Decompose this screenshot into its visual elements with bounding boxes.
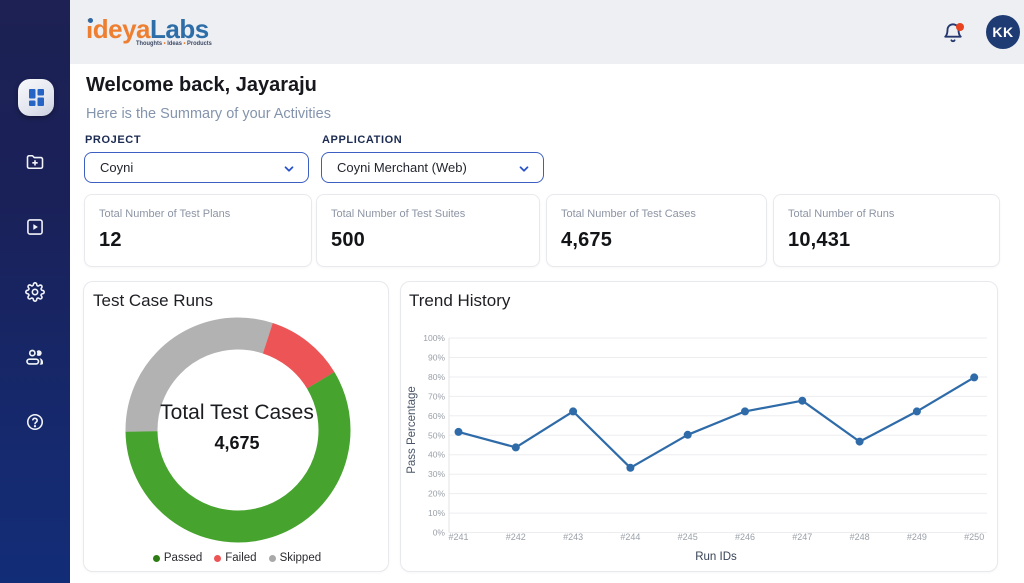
svg-text:#246: #246 xyxy=(735,532,755,542)
svg-text:#241: #241 xyxy=(448,532,468,542)
svg-text:40%: 40% xyxy=(428,450,445,460)
svg-text:#244: #244 xyxy=(620,532,640,542)
svg-text:#242: #242 xyxy=(506,532,526,542)
svg-text:30%: 30% xyxy=(428,469,445,479)
svg-text:#250: #250 xyxy=(964,532,984,542)
svg-text:100%: 100% xyxy=(423,333,445,343)
svg-text:20%: 20% xyxy=(428,489,445,499)
svg-text:#248: #248 xyxy=(850,532,870,542)
svg-text:Pass Percentage: Pass Percentage xyxy=(406,386,418,474)
svg-text:70%: 70% xyxy=(428,391,445,401)
svg-text:10%: 10% xyxy=(428,508,445,518)
svg-text:50%: 50% xyxy=(428,430,445,440)
svg-text:80%: 80% xyxy=(428,372,445,382)
svg-text:#247: #247 xyxy=(792,532,812,542)
svg-text:#245: #245 xyxy=(678,532,698,542)
svg-text:90%: 90% xyxy=(428,353,445,363)
svg-text:0%: 0% xyxy=(433,528,446,538)
svg-text:#243: #243 xyxy=(563,532,583,542)
svg-text:#249: #249 xyxy=(907,532,927,542)
svg-text:Run IDs: Run IDs xyxy=(695,551,737,563)
svg-text:60%: 60% xyxy=(428,411,445,421)
